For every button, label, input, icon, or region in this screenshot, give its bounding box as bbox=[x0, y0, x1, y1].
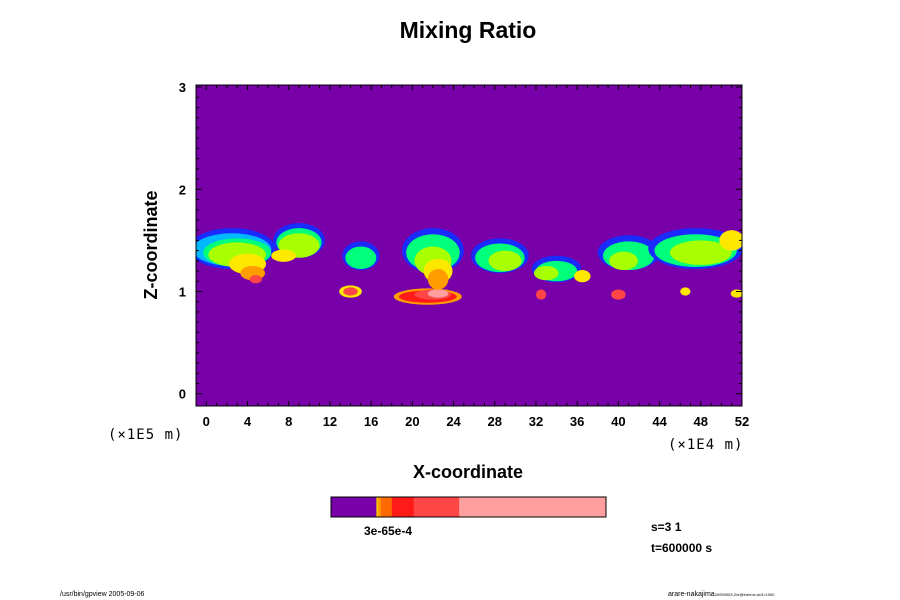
field-blob-38 bbox=[669, 240, 732, 265]
x-tick-label: 4 bbox=[244, 414, 252, 429]
x-tick-label: 20 bbox=[405, 414, 419, 429]
chart-title: Mixing Ratio bbox=[400, 17, 537, 43]
footer-left: /usr/bin/gpview 2005-09-06 bbox=[60, 591, 145, 598]
field-blob-30 bbox=[574, 270, 591, 283]
x-tick-label: 24 bbox=[446, 414, 461, 429]
x-tick-label: 44 bbox=[652, 414, 667, 429]
field-blob-6 bbox=[249, 275, 262, 284]
colorbar-segment-3 bbox=[380, 497, 393, 517]
field-blob-31 bbox=[535, 289, 547, 300]
field-blob-34 bbox=[609, 251, 638, 271]
x-tick-label: 16 bbox=[364, 414, 378, 429]
x-tick-label: 40 bbox=[611, 414, 625, 429]
plot-area bbox=[196, 85, 742, 406]
x-tick-label: 28 bbox=[488, 414, 502, 429]
y-tick-label: 1 bbox=[179, 285, 186, 300]
field-blob-14 bbox=[343, 287, 358, 296]
x-scale-note: (×1E4 m) bbox=[668, 437, 743, 453]
y-tick-label: 0 bbox=[179, 387, 186, 402]
colorbar-segment-6 bbox=[459, 497, 607, 517]
footer-right-main: arare-nakajima bbox=[668, 591, 715, 598]
colorbar bbox=[331, 497, 607, 517]
slice-info: s=3 1 bbox=[651, 520, 682, 534]
colorbar-segment-4 bbox=[391, 497, 415, 517]
colorbar-segment-5 bbox=[413, 497, 460, 517]
mixing-ratio-field bbox=[196, 223, 742, 305]
field-blob-29 bbox=[533, 265, 559, 281]
x-tick-label: 36 bbox=[570, 414, 584, 429]
field-blob-10 bbox=[271, 249, 296, 262]
x-axis-label: X-coordinate bbox=[413, 462, 523, 482]
field-blob-41 bbox=[730, 289, 742, 298]
time-info: t=600000 s bbox=[651, 541, 712, 555]
field-blob-39 bbox=[719, 230, 742, 251]
y-tick-label: 3 bbox=[179, 80, 186, 95]
y-axis: 0 1 2 3 bbox=[179, 80, 742, 402]
field-blob-26 bbox=[488, 250, 522, 272]
x-axis: 0 4 8 12 16 20 24 28 32 36 40 44 48 52 bbox=[203, 85, 749, 429]
footer-right: arare-nakajima20050903-2/e@thermx,dc3>10… bbox=[668, 591, 775, 598]
field-blob-12 bbox=[345, 246, 377, 270]
field-blob-35 bbox=[611, 289, 626, 300]
x-tick-label: 12 bbox=[323, 414, 337, 429]
colorbar-label: 3e-65e-4 bbox=[364, 524, 412, 538]
x-tick-label: 48 bbox=[694, 414, 708, 429]
x-tick-label: 52 bbox=[735, 414, 749, 429]
field-blob-19 bbox=[427, 269, 449, 290]
colorbar-frame bbox=[330, 496, 607, 518]
x-tick-label: 0 bbox=[203, 414, 210, 429]
footer-right-sub: 20050903-2/e@thermx,dc3>1000 bbox=[715, 592, 776, 597]
y-tick-label: 2 bbox=[179, 182, 186, 197]
y-axis-label: Z-coordinate bbox=[141, 190, 161, 299]
colorbar-segment-2 bbox=[378, 497, 382, 517]
field-blob-40 bbox=[680, 287, 691, 296]
x-tick-label: 32 bbox=[529, 414, 543, 429]
plot-frame bbox=[195, 84, 743, 407]
y-scale-note: (×1E5 m) bbox=[108, 427, 183, 443]
colorbar-segment-0 bbox=[331, 497, 377, 517]
field-blob-23 bbox=[427, 289, 449, 298]
x-tick-label: 8 bbox=[285, 414, 292, 429]
colorbar-segment-1 bbox=[376, 497, 379, 517]
